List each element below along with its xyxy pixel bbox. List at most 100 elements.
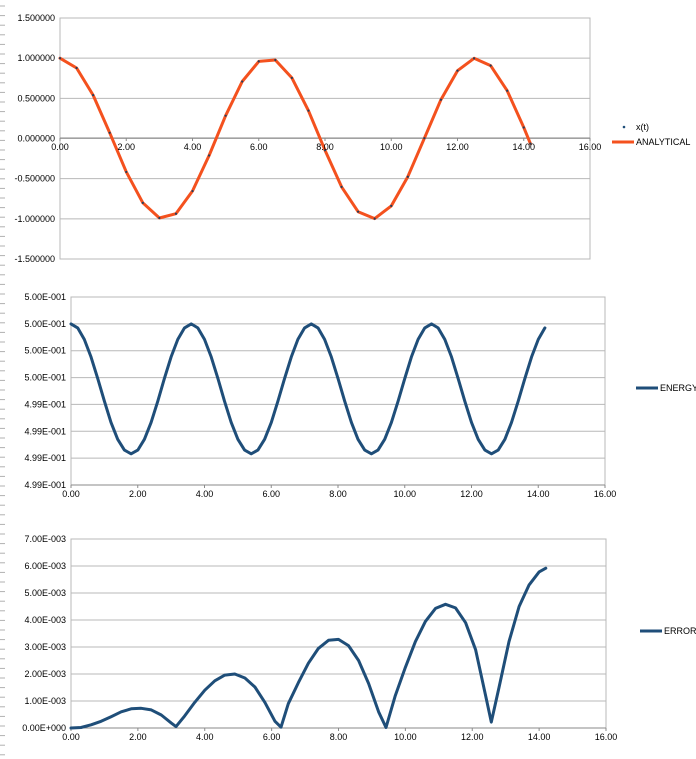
data-point	[125, 170, 128, 174]
energy-chart: 5.00E-001 5.00E-001 5.00E-001 5.00E-001 4.99…	[24, 292, 696, 499]
data-point	[529, 142, 532, 145]
data-point	[489, 64, 492, 67]
x-tick-label: 16.00	[595, 732, 618, 742]
legend-label: ENERGY	[660, 383, 696, 393]
y-tick-label: 1.500000	[17, 13, 55, 23]
data-point	[506, 89, 509, 92]
x-tick-label: 8.00	[330, 732, 348, 742]
series-line	[69, 322, 547, 456]
y-tick-label: 5.00E-001	[24, 319, 66, 329]
series-line	[58, 56, 532, 221]
y-tick-label: -0.500000	[14, 174, 55, 184]
x-tick-label: 8.00	[316, 142, 334, 152]
x-tick-label: 10.00	[394, 732, 417, 742]
x-tick-label: 6.00	[250, 142, 268, 152]
y-tick-label: 4.99E-001	[24, 480, 66, 490]
error-chart-series	[69, 566, 548, 730]
y-tick-label: 4.99E-001	[24, 399, 66, 409]
x-tick-label: 4.00	[196, 489, 214, 499]
data-point	[390, 204, 393, 207]
position-chart-grid	[59, 17, 591, 260]
y-tick-label: 7.00E-003	[24, 534, 66, 544]
plot-area	[70, 538, 607, 729]
x-tick-label: 6.00	[262, 489, 280, 499]
x-tick-label: 10.00	[380, 142, 403, 152]
y-tick-label: 1.00E-003	[24, 696, 66, 706]
x-tick-label: 8.00	[329, 489, 347, 499]
legend-marker	[622, 125, 626, 129]
data-point	[108, 131, 111, 134]
y-tick-label: 4.99E-001	[24, 426, 66, 436]
y-tick-label: 0.000000	[17, 134, 55, 144]
sheet-row-markers	[0, 5, 5, 756]
data-point	[423, 137, 426, 140]
data-point	[522, 126, 525, 129]
y-tick-label: 2.00E-003	[24, 669, 66, 679]
x-tick-label: 6.00	[263, 732, 281, 742]
data-point	[158, 216, 161, 220]
y-tick-label: 0.500000	[17, 93, 55, 103]
error-chart-grid	[70, 538, 607, 731]
x-tick-label: 16.00	[579, 142, 602, 152]
x-tick-label: 12.00	[460, 489, 483, 499]
x-tick-label: 14.00	[512, 142, 535, 152]
y-tick-label: 5.00E-003	[24, 588, 66, 598]
x-tick-label: 12.00	[461, 732, 484, 742]
data-point	[439, 98, 443, 101]
data-point	[257, 60, 260, 63]
y-tick-label: 6.00E-003	[24, 561, 66, 571]
data-point	[472, 57, 476, 60]
x-tick-label: 16.00	[594, 489, 617, 499]
data-point	[241, 80, 244, 83]
data-point	[174, 212, 178, 215]
x-tick-label: 12.00	[446, 142, 469, 152]
y-tick-label: 1.000000	[17, 53, 55, 63]
y-tick-label: -1.000000	[14, 214, 55, 224]
error-chart-x-ticks: 0.00 2.00 4.00 6.00 8.00 10.00 12.00 14.00 16.00	[62, 732, 617, 742]
data-point	[456, 69, 459, 72]
position-chart: 1.500000 1.000000 0.500000 0.000000 -0.50000…	[14, 13, 690, 264]
error-chart: 7.00E-003 6.00E-003 5.00E-003 4.00E-003 3.00…	[22, 534, 696, 742]
data-point	[323, 149, 327, 152]
x-tick-label: 4.00	[184, 142, 202, 152]
x-tick-label: 4.00	[196, 732, 214, 742]
y-tick-label: 4.00E-003	[24, 615, 66, 625]
data-point	[92, 94, 95, 97]
data-point	[340, 185, 343, 188]
position-chart-legend: x(t) ANALYTICAL	[612, 122, 690, 147]
data-point	[406, 175, 409, 178]
x-tick-label: 0.00	[62, 489, 80, 499]
y-tick-label: 5.00E-001	[24, 373, 66, 383]
data-point	[373, 217, 376, 220]
x-tick-label: 2.00	[129, 489, 147, 499]
error-chart-legend: ERROR	[640, 626, 696, 636]
data-point	[224, 114, 227, 117]
legend-label: x(t)	[636, 122, 649, 132]
x-tick-label: 2.00	[129, 732, 147, 742]
position-chart-x-ticks: 0.00 2.00 4.00 6.00 8.00 10.00 12.00 14.00 16.00	[51, 142, 601, 152]
x-tick-label: 2.00	[117, 142, 135, 152]
x-tick-label: 0.00	[62, 732, 80, 742]
data-point	[274, 58, 277, 62]
x-tick-label: 10.00	[393, 489, 416, 499]
x-tick-label: 14.00	[527, 489, 550, 499]
y-tick-label: -1.500000	[14, 254, 55, 264]
energy-chart-y-ticks: 5.00E-001 5.00E-001 5.00E-001 5.00E-001 4.99…	[24, 292, 66, 490]
energy-chart-series	[69, 322, 547, 456]
position-chart-y-ticks: 1.500000 1.000000 0.500000 0.000000 -0.50000…	[14, 13, 55, 264]
energy-chart-grid	[70, 296, 606, 488]
y-tick-label: 4.99E-001	[24, 453, 66, 463]
energy-chart-x-ticks: 0.00 2.00 4.00 6.00 8.00 10.00 12.00 14.00 16.00	[62, 489, 616, 499]
data-point	[307, 109, 310, 112]
data-point	[357, 210, 360, 213]
data-point	[207, 154, 211, 157]
y-tick-label: 3.00E-003	[24, 642, 66, 652]
x-tick-label: 14.00	[528, 732, 551, 742]
y-tick-label: 0.00E+000	[22, 723, 66, 733]
legend-label: ERROR	[664, 626, 696, 636]
data-point	[191, 189, 194, 193]
series-line	[69, 566, 548, 730]
data-point	[290, 76, 293, 80]
legend-label: ANALYTICAL	[636, 137, 690, 147]
